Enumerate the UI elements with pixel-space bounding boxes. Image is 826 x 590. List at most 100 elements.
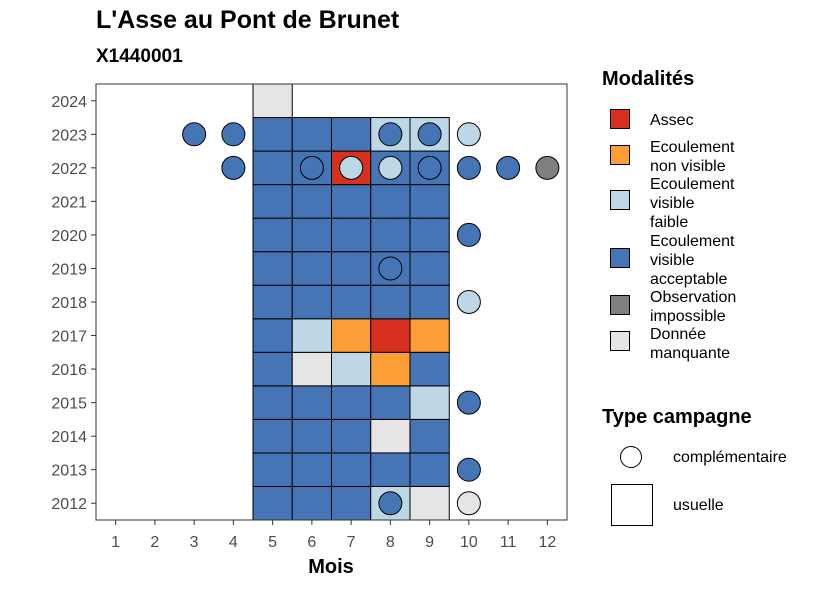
usuelle-cell [252,318,293,353]
complementaire-point [456,457,481,482]
usuelle-cell [370,351,411,387]
complementaire-point [456,222,481,247]
complementaire-point [378,122,403,147]
legend-nonvisible-key-icon [610,145,630,165]
x-tick-label: 10 [460,534,478,551]
usuelle-cell [252,150,293,186]
usuelle-cell [291,284,332,320]
legend-usuelle-label: usuelle [673,497,724,514]
usuelle-cell [252,385,293,420]
complementaire-point [456,390,481,415]
usuelle-cell [409,418,450,454]
usuelle-cell [331,284,372,320]
y-tick-label: 2024 [51,94,87,111]
complementaire-point [339,155,364,180]
x-tick-label: 8 [386,534,395,551]
usuelle-cell [252,217,293,253]
complementaire-point [378,491,403,516]
legend-assec-key-icon [610,109,630,129]
y-axis: 2012 2013 2014 2015 2016 2017 2018 2019 2020 2021… [51,94,96,513]
usuelle-cell [370,284,411,320]
y-tick-label: 2020 [51,228,87,245]
usuelle-cell [291,485,332,521]
usuelle-cell [291,184,332,219]
x-tick-label: 1 [111,534,120,551]
complementaire-point [221,155,246,180]
y-tick-label: 2023 [51,127,87,144]
complementaire-points [182,122,560,516]
usuelle-cell [370,217,411,253]
complementaire-point [456,155,481,180]
legend-type-title: Type campagne [602,406,752,428]
y-tick-label: 2012 [51,496,87,513]
complementaire-point [496,155,521,180]
complementaire-point [378,256,403,281]
x-tick-label: 5 [268,534,277,551]
usuelle-cell [331,217,372,253]
usuelle-cell [252,485,293,521]
x-axis: 1 2 3 4 5 6 7 8 9 10 11 12 [111,520,556,551]
usuelle-cell [409,485,450,521]
complementaire-point [221,122,246,147]
complementaire-point [182,122,207,147]
usuelle-cell [331,251,372,286]
usuelle-cell [291,385,332,420]
x-tick-label: 9 [425,534,434,551]
legend-impossible-key-icon [610,295,630,315]
usuelle-cell [252,284,293,320]
legend-complementaire-label: complémentaire [673,449,787,466]
usuelle-cell [370,418,411,454]
usuelle-cell [252,452,293,487]
x-tick-label: 4 [229,534,238,551]
usuelle-cell [291,318,332,353]
y-tick-label: 2014 [51,429,87,446]
usuelle-cell [252,418,293,454]
complementaire-point [417,155,442,180]
legend-assec-label: Assec [650,112,694,129]
legend-acceptable-label: Ecoulement visible acceptable [650,233,735,288]
y-tick-label: 2021 [51,194,87,211]
usuelle-cell [291,217,332,253]
legend-complementaire-key-icon [620,446,642,468]
x-axis-label: Mois [308,556,354,578]
x-tick-label: 11 [500,534,517,551]
x-tick-label: 6 [307,534,316,551]
legend-acceptable-key-icon [610,248,630,268]
usuelle-cell [291,351,332,387]
usuelle-cell [291,418,332,454]
x-tick-label: 2 [150,534,159,551]
usuelle-cell [331,452,372,487]
usuelle-cell [409,217,450,253]
usuelle-cell [252,117,293,152]
y-tick-label: 2013 [51,463,87,480]
usuelle-cell [331,418,372,454]
usuelle-cell [370,318,411,353]
complementaire-point [417,122,442,147]
complementaire-point [456,491,481,516]
usuelle-cell [291,251,332,286]
usuelle-cell [331,351,372,387]
usuelle-cell [291,452,332,487]
complementaire-point [299,155,324,180]
usuelle-cell [370,452,411,487]
legend-impossible-label: Observation impossible [650,289,737,325]
usuelle-cell [331,117,372,152]
usuelle-cell [370,184,411,219]
usuelle-cell [409,184,450,219]
legend-manquante-label: Donnée manquante [650,326,731,362]
complementaire-point [535,155,560,180]
usuelle-cell [409,351,450,387]
usuelle-cell [252,83,293,119]
x-tick-label: 3 [190,534,199,551]
usuelle-cells [252,83,450,521]
legend-faible-key-icon [610,190,630,210]
usuelle-cell [409,284,450,320]
y-tick-label: 2016 [51,362,87,379]
x-tick-label: 7 [347,534,356,551]
usuelle-cell [252,251,293,286]
usuelle-cell [409,251,450,286]
y-tick-label: 2022 [51,161,87,178]
usuelle-cell [409,318,450,353]
usuelle-cell [252,351,293,387]
